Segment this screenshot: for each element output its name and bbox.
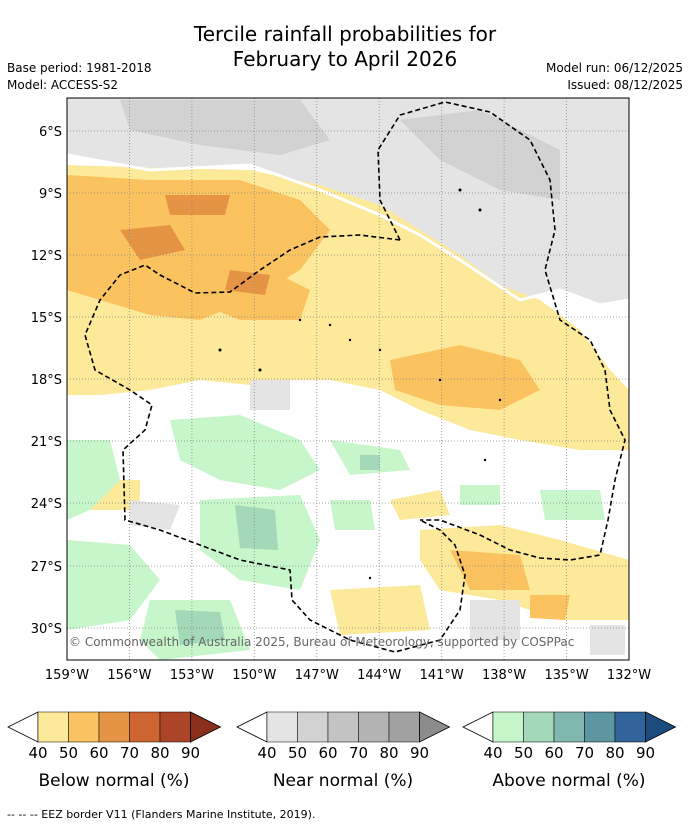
- lon-label: 159°W: [45, 668, 89, 683]
- eez-border: [84, 101, 626, 653]
- lat-labels: 6°S 9°S 12°S 15°S 18°S 21°S 24°S 27°S 30…: [31, 125, 62, 637]
- graticule: [67, 98, 629, 660]
- colorbar-segment: [584, 711, 616, 743]
- lon-label: 135°W: [545, 668, 589, 683]
- meta-right: Model run: 06/12/2025 Issued: 08/12/2025: [546, 60, 683, 94]
- colorbar-segment: [159, 711, 191, 743]
- colorbar-segment: [492, 711, 524, 743]
- lat-label: 12°S: [31, 249, 62, 264]
- colorbar-below: [7, 711, 222, 743]
- colorbar-tick-label: 40: [257, 744, 277, 762]
- lat-label: 9°S: [39, 187, 62, 202]
- colorbar-segment: [266, 711, 298, 743]
- lat-label: 15°S: [31, 311, 62, 326]
- colorbar-tick-label: 40: [483, 744, 503, 762]
- lon-label: 150°W: [232, 668, 276, 683]
- eez-footnote: -- -- -- EEZ border V11 (Flanders Marine…: [7, 808, 316, 821]
- colorbar-tick-label: 50: [58, 744, 79, 762]
- probability-map: © Commonwealth of Australia 2025, Bureau…: [31, 97, 651, 683]
- lon-labels: 159°W 156°W 153°W 150°W 147°W 144°W 141°…: [45, 668, 651, 683]
- colorbar-segment: [553, 711, 585, 743]
- colorbar-tick-label: 50: [513, 744, 534, 762]
- colorbar-segment: [614, 711, 646, 743]
- colorbar-segment: [327, 711, 359, 743]
- colorbar-tick-label: 80: [379, 744, 399, 762]
- lat-label: 6°S: [39, 125, 62, 140]
- model-name: Model: ACCESS-S2: [7, 78, 119, 92]
- colorbar-segment: [523, 711, 555, 743]
- legend-colorbars: [7, 711, 677, 743]
- meta-left: Base period: 1981-2018 Model: ACCESS-S2: [7, 60, 152, 94]
- legend-caption-above: Above normal (%): [492, 771, 646, 791]
- colorbar-min-triangle: [236, 711, 268, 743]
- colorbar-tick-label: 70: [574, 744, 595, 762]
- colorbar-segment: [129, 711, 161, 743]
- colorbar-tick-label: 70: [119, 744, 140, 762]
- lon-label: 153°W: [170, 668, 214, 683]
- colorbar-tick-label: 40: [28, 744, 48, 762]
- lon-label: 156°W: [107, 668, 151, 683]
- colorbar-above: [462, 711, 677, 743]
- colorbar-segment: [37, 711, 69, 743]
- colorbar-segment: [358, 711, 390, 743]
- model-run: Model run: 06/12/2025: [545, 61, 683, 75]
- issued-date: Issued: 08/12/2025: [567, 78, 683, 92]
- colorbar-tick-label: 60: [89, 744, 109, 762]
- lat-label: 24°S: [31, 497, 62, 512]
- colorbar-tick-label: 60: [318, 744, 338, 762]
- colorbar-tick-label: 90: [635, 744, 656, 762]
- lat-label: 27°S: [31, 560, 62, 575]
- legend-caption-below: Below normal (%): [38, 771, 190, 791]
- colorbar-segment: [388, 711, 420, 743]
- copyright-text: © Commonwealth of Australia 2025, Bureau…: [69, 635, 574, 649]
- colorbar-segment: [98, 711, 130, 743]
- map-title: Tercile rainfall probabilities for Febru…: [0, 22, 690, 72]
- legend-caption-near: Near normal (%): [272, 771, 414, 791]
- colorbar-segment: [297, 711, 329, 743]
- lat-label: 30°S: [31, 622, 62, 637]
- map-frame: [66, 97, 630, 661]
- colorbar-tick-label: 60: [544, 744, 564, 762]
- colorbar-tick-label: 90: [409, 744, 430, 762]
- colorbar-max-triangle: [190, 711, 222, 743]
- lon-label: 132°W: [607, 668, 651, 683]
- islands: [218, 188, 502, 580]
- map-field: © Commonwealth of Australia 2025, Bureau…: [67, 98, 629, 660]
- colorbar-min-triangle: [462, 711, 494, 743]
- lat-label: 18°S: [31, 373, 62, 388]
- colorbar-near: [236, 711, 451, 743]
- colorbar-max-triangle: [645, 711, 677, 743]
- colorbar-tick-label: 50: [287, 744, 308, 762]
- colorbar-segment: [68, 711, 100, 743]
- colorbar-max-triangle: [419, 711, 451, 743]
- colorbar-tick-label: 80: [605, 744, 625, 762]
- colorbar-tick-label: 80: [150, 744, 170, 762]
- lon-label: 147°W: [295, 668, 339, 683]
- lat-label: 21°S: [31, 435, 62, 450]
- colorbar-tick-label: 70: [348, 744, 369, 762]
- base-period: Base period: 1981-2018: [7, 61, 152, 75]
- title-line-1: Tercile rainfall probabilities for: [193, 22, 497, 46]
- lon-label: 144°W: [357, 668, 401, 683]
- lon-label: 138°W: [482, 668, 526, 683]
- lon-label: 141°W: [420, 668, 464, 683]
- title-line-2: February to April 2026: [232, 47, 458, 71]
- colorbar-tick-label: 90: [180, 744, 201, 762]
- colorbar-min-triangle: [7, 711, 39, 743]
- legend-ticks: 40 50 60 70 80 90 40 50 60 70 80 90 40 50 60 70 80 90: [0, 744, 690, 766]
